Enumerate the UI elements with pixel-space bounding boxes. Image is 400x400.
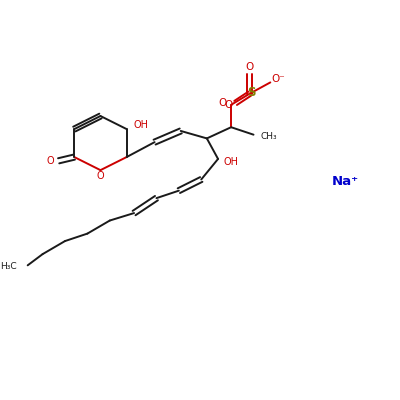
Text: O: O bbox=[97, 172, 104, 182]
Text: O⁻: O⁻ bbox=[272, 74, 285, 84]
Text: O: O bbox=[47, 156, 54, 166]
Text: H₃C: H₃C bbox=[1, 262, 17, 271]
Text: OH: OH bbox=[133, 120, 148, 130]
Text: Na⁺: Na⁺ bbox=[332, 175, 358, 188]
Text: S: S bbox=[247, 86, 255, 99]
Text: OH: OH bbox=[224, 157, 239, 167]
Text: CH₃: CH₃ bbox=[261, 132, 278, 141]
Text: O: O bbox=[246, 62, 254, 72]
Text: O: O bbox=[225, 100, 233, 110]
Text: O: O bbox=[219, 98, 227, 108]
